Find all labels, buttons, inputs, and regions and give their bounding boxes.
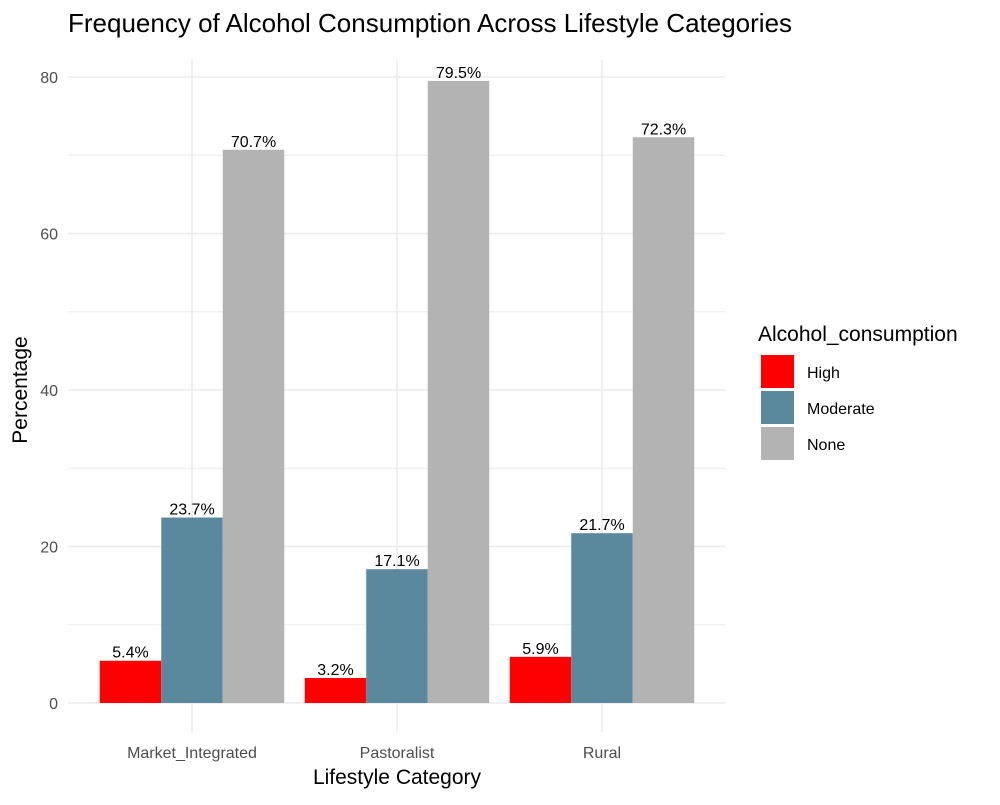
y-axis-title: Percentage (9, 336, 32, 443)
legend-key-moderate (761, 391, 794, 424)
axis-layer: 0 20 40 60 80 Market_Integrated Pastoralist Rur… (40, 70, 621, 762)
data-label: 17.1% (374, 553, 419, 570)
legend-title: Alcohol_consumption (758, 323, 958, 346)
data-label-layer: 5.4% 3.2% 5.9% 23.7% 17.1% 21.7% 70.7% 79.5% 72.… (112, 65, 686, 679)
legend-label: None (807, 437, 845, 454)
bar-none (222, 149, 285, 703)
data-label: 3.2% (317, 662, 353, 679)
y-tick-label: 60 (40, 227, 58, 244)
bar-moderate (366, 569, 428, 703)
data-label: 23.7% (169, 502, 214, 519)
x-tick-label: Market_Integrated (127, 745, 257, 762)
legend-key-high (761, 355, 794, 388)
bar-moderate (571, 533, 633, 703)
x-tick-label: Rural (583, 745, 621, 762)
legend-label: High (807, 365, 840, 382)
y-tick-label: 40 (40, 383, 58, 400)
y-tick-label: 20 (40, 540, 58, 557)
y-tick-label: 80 (40, 70, 58, 87)
data-label: 5.9% (522, 641, 558, 658)
data-label: 5.4% (112, 645, 148, 662)
legend-items: High Moderate None (761, 355, 875, 460)
bar-none (427, 80, 490, 704)
x-tick-label: Pastoralist (360, 745, 435, 762)
legend-key-none (761, 427, 794, 460)
bar-none (632, 137, 695, 703)
chart-title: Frequency of Alcohol Consumption Across … (68, 8, 792, 38)
bar-high (304, 677, 367, 703)
bar-layer (99, 80, 695, 704)
legend: Alcohol_consumption High Moderate None (758, 323, 958, 460)
data-label: 70.7% (231, 134, 276, 151)
bar-high (509, 656, 572, 703)
data-label: 72.3% (641, 121, 686, 138)
legend-label: Moderate (807, 401, 875, 418)
data-label: 79.5% (436, 65, 481, 82)
bar-high (99, 660, 162, 703)
x-axis-title: Lifestyle Category (313, 766, 482, 789)
data-label: 21.7% (579, 517, 624, 534)
bar-moderate (161, 517, 223, 703)
y-tick-label: 0 (49, 696, 58, 713)
